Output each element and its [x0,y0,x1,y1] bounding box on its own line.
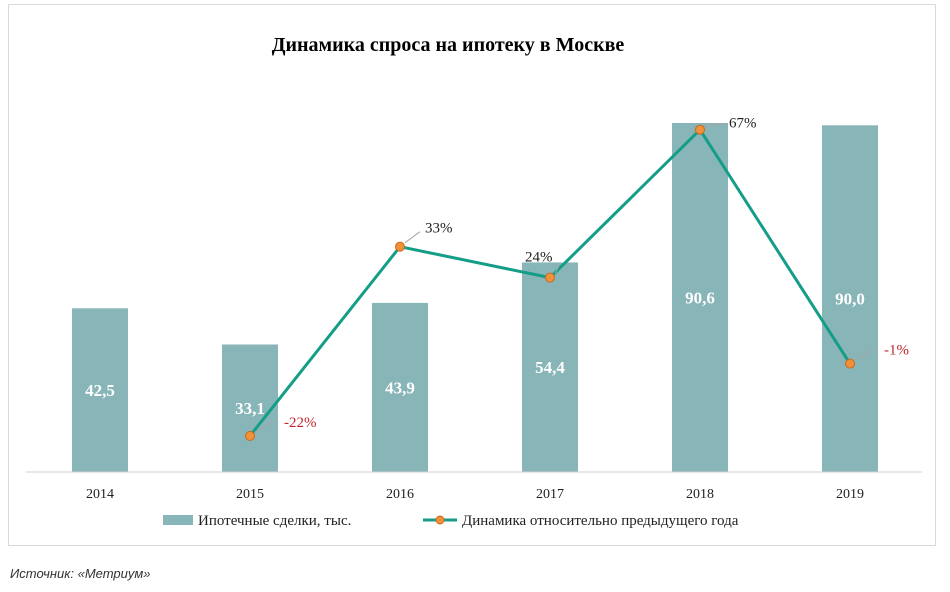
line-point-2016 [395,241,405,252]
line-label-2019: -1% [884,343,909,359]
line-point-2019 [845,358,855,369]
line-point-2018 [695,124,705,135]
bar-2015 [222,344,278,472]
bar-label-2014: 42,5 [85,381,115,400]
x-tick-2014: 2014 [86,487,114,502]
leader-line-2015 [254,421,273,433]
bar-label-2015: 33,1 [235,399,265,418]
chart-title: Динамика спроса на ипотеку в Москве [272,34,625,56]
line-label-2017: 24% [525,250,553,266]
chart-frame [8,4,936,546]
source-note: Источник: «Метриум» [10,566,151,581]
bar-2017 [522,262,578,472]
line-label-2015: -22% [284,415,317,431]
bar-2018 [672,123,728,472]
line-point-2017 [545,272,555,283]
leader-line-2016 [404,231,421,244]
leader-line-2017 [554,263,561,274]
bar-2019 [822,125,878,473]
leader-line-2019 [854,349,873,361]
legend-line-label: Динамика относительно предыдущего года [462,513,739,529]
bar-label-2016: 43,9 [385,378,415,397]
x-tick-2017: 2017 [536,487,564,502]
x-tick-2018: 2018 [686,487,714,502]
line-label-2018: 67% [729,116,757,132]
x-tick-2016: 2016 [386,487,414,502]
legend-bar-swatch [163,515,193,525]
x-tick-2019: 2019 [836,487,864,502]
legend-line-marker [435,515,445,525]
line-point-2015 [245,430,255,441]
bar-label-2017: 54,4 [535,358,565,377]
leader-line-2018 [704,123,726,127]
chart: Динамика спроса на ипотеку в Москве 42,5… [26,34,922,529]
bar-2016 [372,302,428,472]
line-label-2016: 33% [425,221,453,237]
bar-label-2018: 90,6 [685,289,715,308]
x-tick-2015: 2015 [236,487,264,502]
bar-label-2019: 90,0 [835,290,865,309]
bar-2014 [72,308,128,472]
legend-bar-label: Ипотечные сделки, тыс. [198,513,351,529]
